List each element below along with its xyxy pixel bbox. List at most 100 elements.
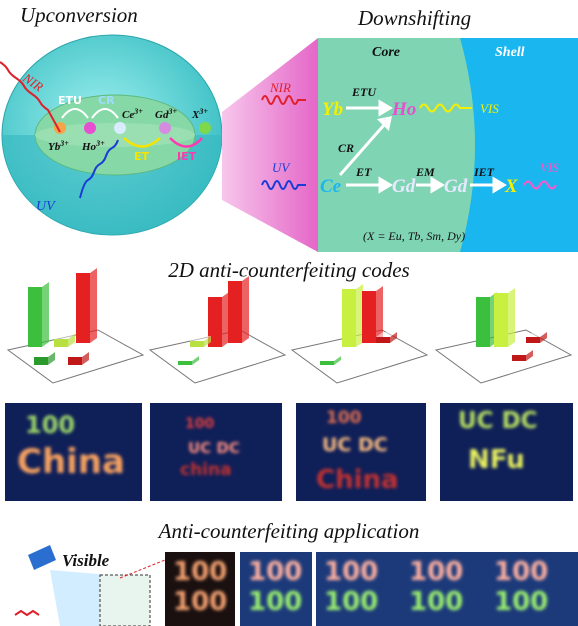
ion-label: X3+ [191,107,208,121]
code-bar-side [376,286,383,343]
core-label: Core [372,45,400,60]
node-label: X [504,176,519,197]
code-bar-top [54,334,75,339]
transfer-label: EM [415,165,435,179]
node-label: Ce [320,176,342,197]
code-bar-top [342,284,363,289]
code-bar-top [476,292,497,297]
code-bar-top [178,356,199,361]
code-bar-side [90,268,97,343]
code-bar [320,361,334,365]
glow-text: 100 [409,587,463,617]
flashlight [14,545,166,626]
glow-text: UC DC [458,408,538,434]
code-bar-top [228,276,249,281]
code-bar-top [512,350,533,355]
code-bar [34,357,48,365]
note: (X = Eu, Tb, Sm, Dy) [363,229,465,243]
emission-label: VIS [540,160,559,175]
code-bar-side [390,332,397,343]
glow-text: UC DC [188,439,240,457]
code-bar [190,341,204,347]
code-bar-top [494,288,515,293]
glow-text: UC DC [322,434,388,456]
glow-text: 100 [324,587,378,617]
code-bar [526,337,540,343]
ion-label: Ho3+ [81,139,105,153]
transfer-label: ET [355,165,372,179]
code-bar [178,361,192,365]
glow-text: China [316,465,399,495]
transfer-label: ETU [58,94,82,107]
code-bar [342,289,356,347]
uv-label: UV [272,160,291,175]
code-bar-top [376,332,397,337]
ion-label: Gd3+ [155,107,177,121]
code-bar [28,287,42,347]
code-bar-top [362,286,383,291]
node-label: Gd [392,176,416,197]
glow-text: 100 [173,557,227,587]
code-bar-top [208,292,229,297]
code-bar-side [508,288,515,347]
code-bar [512,355,526,361]
glow-text: 100 [185,416,214,432]
code-bar-side [356,284,363,347]
section-title: 2D anti-counterfeiting codes [168,258,409,282]
nanoparticle-sphere [0,34,223,236]
node-label: Gd [444,176,468,197]
code-bar [376,337,390,343]
code-bar [228,281,242,343]
panel-title: Upconversion [20,3,138,27]
nir-label: NIR [269,80,291,95]
mode-label: Visible [62,551,110,570]
code-bar [76,273,90,343]
ion-label: Ce3+ [122,107,143,121]
code-bar-top [190,336,211,341]
transfer-label: ETU [351,85,377,99]
glow-text: 100 [324,557,378,587]
transfer-label: CR [98,94,115,107]
glow-text: China [17,442,125,482]
code-bar [54,339,68,347]
ion-label: Yb3+ [48,139,69,153]
photo [5,403,142,501]
photo [296,403,426,501]
panel-title: Downshifting [357,6,471,30]
glow-text: 100 [494,587,548,617]
code-bar-top [28,282,49,287]
code-bar-side [334,356,341,365]
code-bar-side [526,350,533,361]
glow-text: 100 [248,587,302,617]
code-bar-side [540,332,547,343]
code-bar-top [526,332,547,337]
shell-label: Shell [495,45,525,60]
code-bar-side [82,352,89,365]
emission-label: VIS [480,101,499,116]
code-bar [362,291,376,343]
glow-text: 100 [409,557,463,587]
photo [240,552,312,626]
code-photos: 100 China 100 UC DC china 100 UC DC China UC DC N… [5,403,573,501]
code-bar-side [204,336,211,347]
code-charts [6,268,573,384]
code-bar-side [222,292,229,347]
code-bar-side [192,356,199,365]
code-bar-side [242,276,249,343]
transfer-label: ET [134,150,150,163]
glow-text: NFu [468,445,525,475]
glow-text: 100 [326,408,362,428]
node-label: Yb [322,99,343,120]
code-bar-side [42,282,49,347]
photo [316,552,578,626]
photo [150,403,282,501]
code-bar-top [320,356,341,361]
code-bar [68,357,82,365]
code-bar-top [34,352,55,357]
node-label: Ho [391,99,416,120]
glow-text: 100 [494,557,548,587]
glow-text: 100 [173,587,227,617]
code-bar [208,297,222,347]
photo [440,403,573,501]
